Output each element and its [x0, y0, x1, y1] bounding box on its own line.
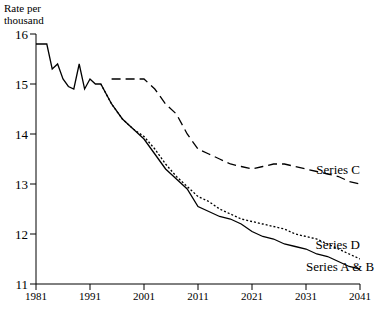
svg-text:11: 11: [15, 277, 28, 292]
svg-text:1981: 1981: [25, 290, 47, 302]
svg-text:2011: 2011: [187, 290, 209, 302]
svg-text:2031: 2031: [295, 290, 317, 302]
svg-text:14: 14: [15, 127, 29, 142]
svg-text:1991: 1991: [79, 290, 101, 302]
html-text:Rate per thousand: Rate per thousand: [4, 2, 44, 26]
svg-text:15: 15: [15, 77, 28, 92]
svg-text:16: 16: [15, 27, 29, 42]
svg-text:12: 12: [15, 227, 28, 242]
svg-text:Series C: Series C: [316, 162, 360, 177]
svg-text:2021: 2021: [241, 290, 263, 302]
svg-text:2041: 2041: [349, 290, 371, 302]
svg-text:Series A & B: Series A & B: [306, 259, 374, 274]
svg-text:13: 13: [15, 177, 28, 192]
svg-text:Series D: Series D: [316, 237, 360, 252]
svg-text:2001: 2001: [133, 290, 155, 302]
